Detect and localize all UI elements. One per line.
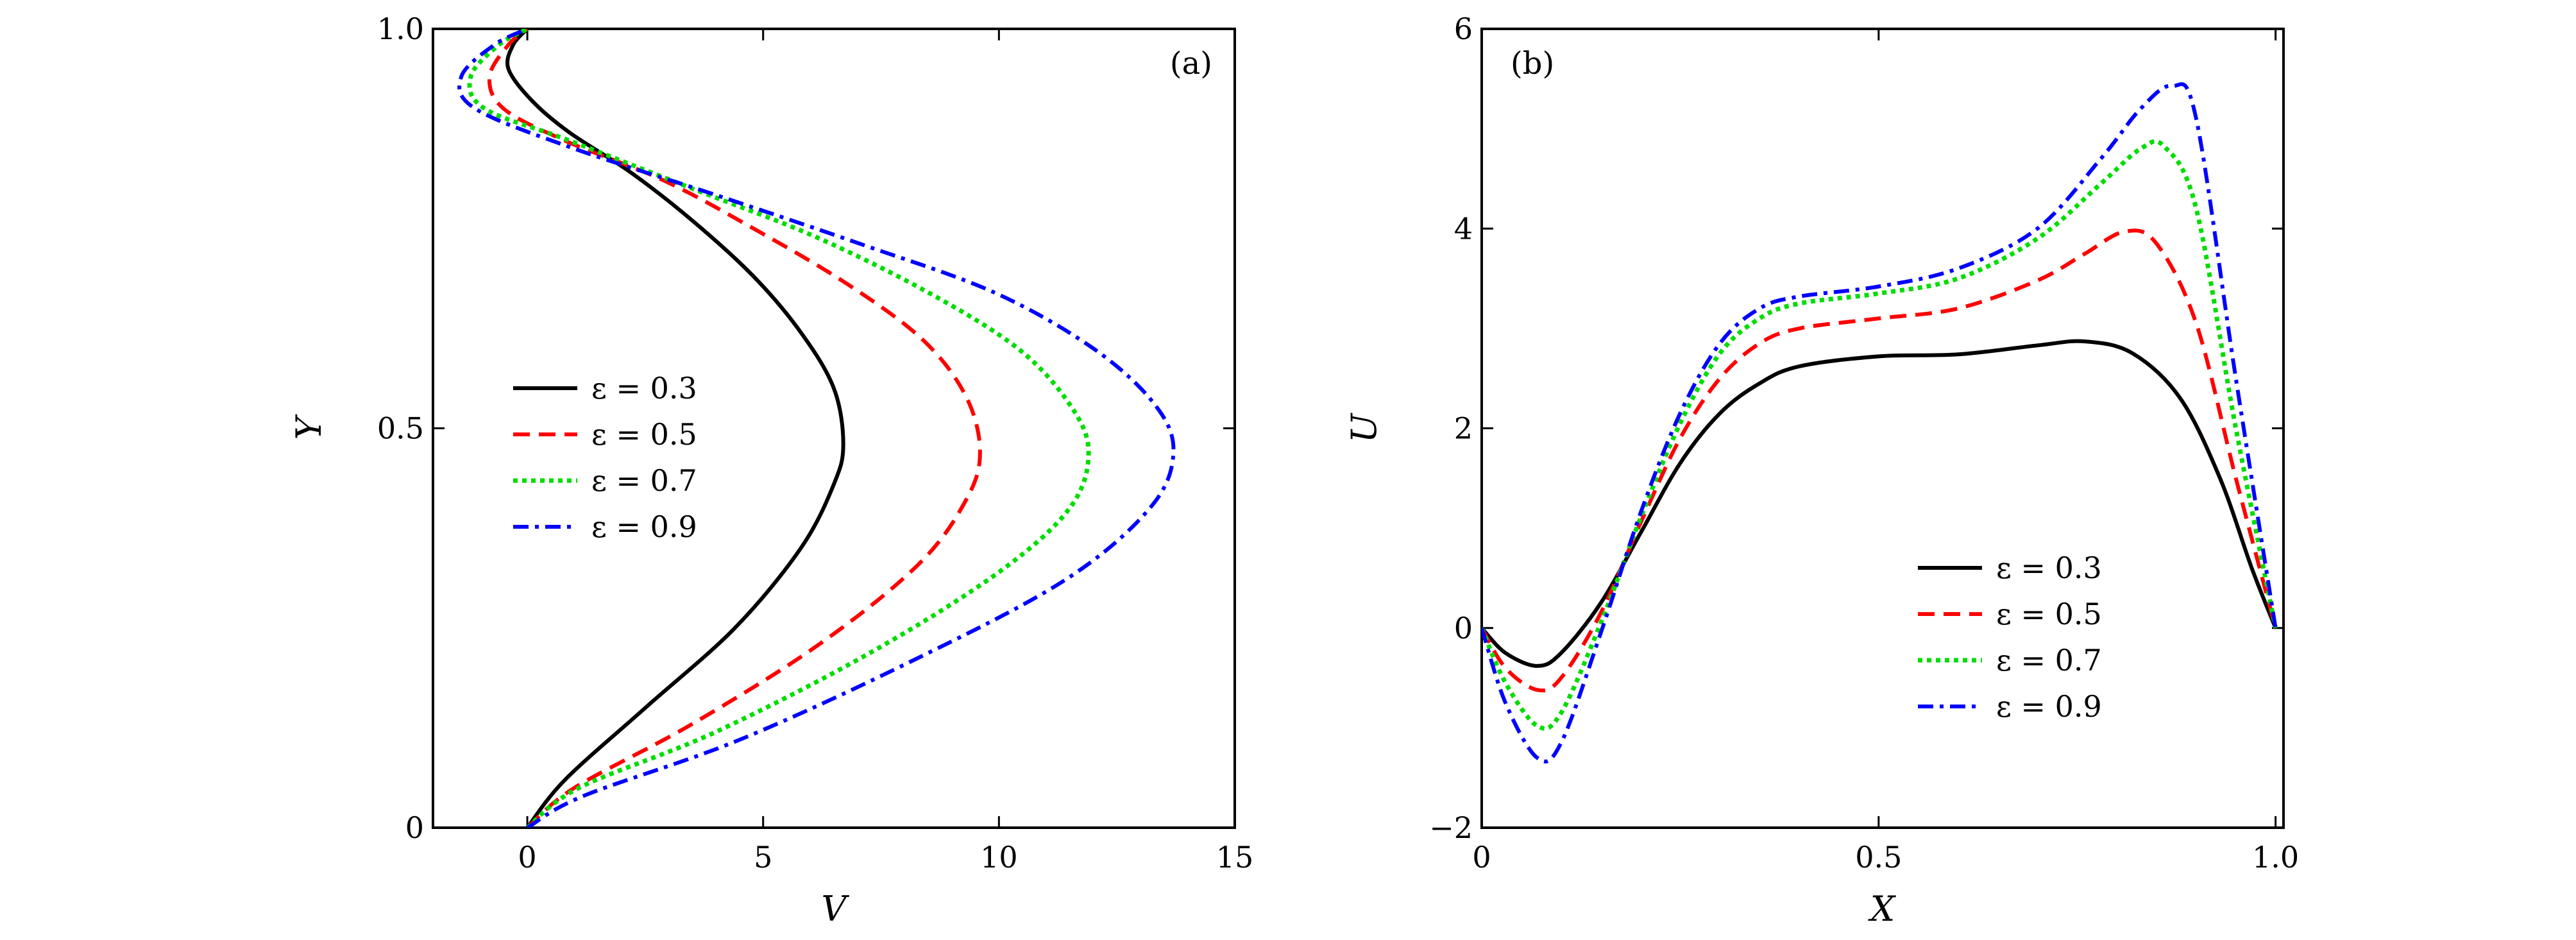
chart-b-y-tick-label: 2 (1454, 411, 1473, 446)
chart-a-x-tick-label: 10 (980, 840, 1018, 875)
chart-a-curves (457, 29, 1176, 828)
chart-b-legend-label-2: ε = 0.5 (1996, 597, 2102, 631)
chart-b-series-line-4 (1482, 82, 2278, 764)
chart-a-legend-label-4: ε = 0.9 (591, 509, 697, 544)
chart-a-plot-frame (432, 28, 1236, 829)
chart-a-y-tick-label: 0.5 (377, 411, 424, 446)
chart-a-legend-label-2: ε = 0.5 (591, 417, 697, 452)
chart-b-legend-label-1: ε = 0.3 (1996, 551, 2102, 585)
chart-b-y-tick-label: 4 (1454, 211, 1473, 246)
chart-b-y-tick-label: 6 (1454, 12, 1473, 46)
chart-b-panel-label: (b) (1511, 46, 1554, 81)
chart-a-x-axis-label: V (822, 889, 850, 929)
chart-a-x-tick-label: 5 (754, 840, 772, 875)
chart-b-y-tick-label: 0 (1454, 611, 1473, 645)
chart-b-x-axis-label: X (1868, 889, 1897, 929)
chart-a-y-tick-label: 0 (405, 810, 424, 845)
chart-a-legend-label-3: ε = 0.7 (591, 463, 697, 498)
chart-b-series-line-2 (1482, 228, 2278, 693)
chart-b-legend-label-3: ε = 0.7 (1996, 643, 2102, 678)
chart-b-x-tick-label: 1.0 (2252, 840, 2299, 875)
chart-a-x-tick-label: 15 (1216, 840, 1254, 875)
chart-a-y-tick-label: 1.0 (377, 12, 424, 46)
chart-b-x-tick-label: 0.5 (1855, 840, 1902, 875)
chart-a-y-axis-label: Y (289, 414, 329, 440)
chart-b-y-tick-label: −2 (1429, 810, 1473, 845)
chart-b-legend-label-4: ε = 0.9 (1996, 689, 2102, 724)
chart-a-panel-label: (a) (1170, 46, 1212, 81)
chart-a-legend-label-1: ε = 0.3 (591, 371, 697, 406)
chart-b-x-tick-label: 0 (1472, 840, 1491, 875)
chart-a-legend: ε = 0.3 ε = 0.5 ε = 0.7 ε = 0.9 (513, 371, 697, 544)
chart-b-series-line-3 (1482, 139, 2278, 731)
chart-b-legend: ε = 0.3 ε = 0.5 ε = 0.7 ε = 0.9 (1918, 551, 2102, 724)
chart-a-x-tick-label: 0 (518, 840, 536, 875)
chart-a-series-line-2 (487, 29, 982, 828)
chart-a-series-line-1 (505, 29, 845, 828)
chart-b-series-line-1 (1482, 339, 2278, 668)
chart-b-curves (1482, 82, 2278, 764)
chart-a-series-line-3 (467, 29, 1091, 828)
chart-a-series-line-4 (457, 29, 1176, 828)
chart-b-y-axis-label: U (1344, 413, 1384, 443)
chart-b-plot-frame (1480, 28, 2285, 829)
